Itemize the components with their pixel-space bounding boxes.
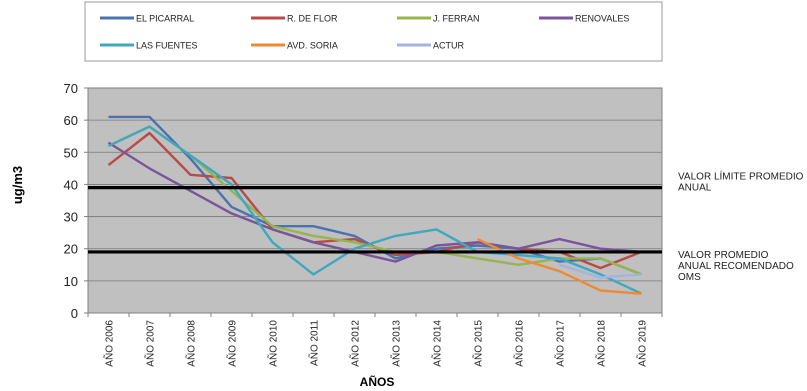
legend-label: AVD. SORIA bbox=[287, 41, 338, 51]
series-line-renovales bbox=[107, 141, 642, 263]
legend-label: ACTUR bbox=[433, 41, 464, 51]
legend-box bbox=[84, 1, 663, 62]
y-tick-label: 30 bbox=[64, 210, 78, 225]
legend-label: J. FERRAN bbox=[433, 14, 480, 24]
x-tick-label: AÑO 2011 bbox=[308, 320, 321, 366]
legend-item-las-fuentes: LAS FUENTES bbox=[100, 41, 198, 51]
x-axis-title: AÑOS bbox=[360, 374, 395, 389]
y-axis: 0 10 20 30 40 50 60 70 bbox=[64, 81, 88, 321]
y-tick-label: 0 bbox=[71, 306, 78, 321]
legend-label: EL PICARRAL bbox=[136, 14, 194, 24]
x-tick-label: AÑO 2010 bbox=[267, 320, 280, 367]
legend-item-avd-soria: AVD. SORIA bbox=[251, 41, 338, 51]
y-tick-label: 10 bbox=[64, 274, 78, 289]
reference-label-1: ANUAL bbox=[678, 183, 712, 194]
reference-label-2: OMS bbox=[678, 272, 701, 283]
x-tick-label: AÑO 2014 bbox=[431, 320, 444, 367]
reference-label-2: VALOR PROMEDIO bbox=[678, 250, 769, 261]
y-tick-label: 20 bbox=[64, 242, 78, 257]
x-tick-label: AÑO 2018 bbox=[595, 320, 608, 367]
y-axis-title: ug/m3 bbox=[10, 166, 25, 204]
x-tick-label: AÑO 2017 bbox=[554, 320, 567, 367]
series-line-actur bbox=[559, 263, 642, 279]
x-tick-label: AÑO 2007 bbox=[144, 320, 157, 367]
series-line-las-fuentes bbox=[107, 125, 643, 295]
x-tick-label: AÑO 2013 bbox=[390, 320, 403, 367]
x-tick-label: AÑO 2006 bbox=[103, 320, 116, 367]
reference-label-1: VALOR LÍMITE PROMEDIO bbox=[678, 170, 804, 183]
x-tick-label: AÑO 2019 bbox=[636, 320, 649, 367]
x-tick-label: AÑO 2008 bbox=[185, 320, 198, 367]
y-tick-label: 60 bbox=[64, 113, 78, 128]
legend: EL PICARRAL R. DE FLOR J. FERRAN RENOVALES L… bbox=[84, 1, 663, 62]
x-tick-label: AÑO 2009 bbox=[226, 320, 239, 367]
gridlines bbox=[88, 87, 662, 282]
legend-item-j-ferran: J. FERRAN bbox=[397, 14, 480, 24]
reference-label-2: ANUAL RECOMENDADO bbox=[678, 261, 794, 272]
legend-item-el-picarral: EL PICARRAL bbox=[100, 14, 194, 24]
y-tick-label: 40 bbox=[64, 177, 78, 192]
legend-label: RENOVALES bbox=[575, 14, 629, 24]
y-tick-label: 50 bbox=[64, 145, 78, 160]
legend-label: LAS FUENTES bbox=[136, 41, 198, 51]
x-tick-label: AÑO 2016 bbox=[513, 320, 526, 367]
y-tick-label: 70 bbox=[64, 81, 78, 96]
x-tick-label: AÑO 2015 bbox=[472, 320, 485, 367]
legend-item-r-de-flor: R. DE FLOR bbox=[251, 14, 338, 24]
series-group bbox=[107, 115, 643, 295]
legend-item-renovales: RENOVALES bbox=[539, 14, 629, 24]
legend-item-actur: ACTUR bbox=[397, 41, 464, 51]
x-axis: AÑO 2006 AÑO 2007 AÑO 2008 AÑO 2009 AÑO 2010… bbox=[87, 313, 663, 367]
x-tick-label: AÑO 2012 bbox=[349, 320, 362, 367]
legend-label: R. DE FLOR bbox=[287, 14, 338, 24]
